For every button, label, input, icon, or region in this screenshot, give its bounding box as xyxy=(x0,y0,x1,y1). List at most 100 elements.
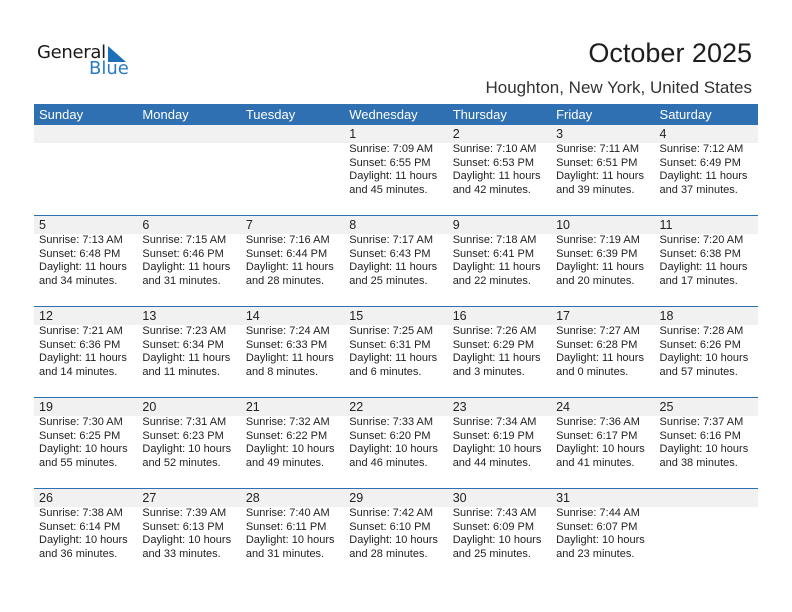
daylight-text: Daylight: 10 hours xyxy=(142,443,232,455)
sunrise-text: Sunrise: 7:42 AM xyxy=(349,507,434,519)
daylight-text: Daylight: 11 hours xyxy=(452,261,541,273)
sunrise-text: Sunrise: 7:24 AM xyxy=(245,325,330,337)
sunset-text: Sunset: 6:34 PM xyxy=(142,338,224,351)
sunset-text: Sunset: 6:10 PM xyxy=(349,520,431,533)
day-cell: 2 Sunrise: 7:10 AM Sunset: 6:53 PM Daylight… xyxy=(448,125,551,197)
day-number: 2 xyxy=(452,127,460,141)
sunrise-text: Sunrise: 7:25 AM xyxy=(349,325,434,337)
daylight-text: Daylight: 10 hours xyxy=(245,534,335,546)
day-cell: 20 Sunrise: 7:31 AM Sunset: 6:23 PM Dayligh… xyxy=(137,398,240,470)
sunrise-text: Sunrise: 7:21 AM xyxy=(39,325,123,337)
daylight-text: Daylight: 10 hours xyxy=(452,443,542,455)
daylight-text: Daylight: 10 hours xyxy=(659,352,749,364)
daylight-text: Daylight: 11 hours xyxy=(349,261,438,273)
daylight-text: Daylight: 10 hours xyxy=(245,443,335,455)
date-band xyxy=(34,489,758,507)
daylight-minutes-text: and 31 minutes. xyxy=(245,547,325,560)
weekday-tuesday: Tuesday xyxy=(245,107,296,122)
logo-text-general: General xyxy=(37,42,106,63)
sunrise-text: Sunrise: 7:34 AM xyxy=(452,416,537,428)
day-number: 20 xyxy=(142,400,157,414)
day-number: 21 xyxy=(245,400,260,414)
day-number: 26 xyxy=(39,491,53,505)
sunrise-text: Sunrise: 7:10 AM xyxy=(452,143,537,155)
sunset-text: Sunset: 6:43 PM xyxy=(349,247,431,260)
day-cell: 3 Sunrise: 7:11 AM Sunset: 6:51 PM Daylight… xyxy=(551,125,654,197)
daylight-text: Daylight: 11 hours xyxy=(142,261,231,273)
daylight-text: Daylight: 10 hours xyxy=(349,443,438,455)
daylight-text: Daylight: 11 hours xyxy=(245,261,334,273)
daylight-text: Daylight: 11 hours xyxy=(142,352,231,364)
daylight-minutes-text: and 49 minutes. xyxy=(245,456,325,469)
daylight-minutes-text: and 17 minutes. xyxy=(659,274,738,287)
day-number: 3 xyxy=(556,127,564,141)
daylight-minutes-text: and 0 minutes. xyxy=(556,365,629,378)
day-cell: 15 Sunrise: 7:25 AM Sunset: 6:31 PM Dayligh… xyxy=(344,307,447,379)
sunrise-text: Sunrise: 7:11 AM xyxy=(556,143,640,155)
sunset-text: Sunset: 6:07 PM xyxy=(556,520,638,533)
daylight-text: Daylight: 11 hours xyxy=(452,352,541,364)
daylight-minutes-text: and 3 minutes. xyxy=(452,365,525,378)
day-cell: 25 Sunrise: 7:37 AM Sunset: 6:16 PM Dayligh… xyxy=(655,398,758,470)
sunrise-text: Sunrise: 7:27 AM xyxy=(556,325,640,337)
daylight-text: Daylight: 10 hours xyxy=(659,443,749,455)
date-band xyxy=(34,398,758,416)
week-row: 12 Sunrise: 7:21 AM Sunset: 6:36 PM Dayligh… xyxy=(34,307,758,398)
day-number: 19 xyxy=(39,400,53,414)
sunset-text: Sunset: 6:48 PM xyxy=(39,247,121,260)
sunset-text: Sunset: 6:36 PM xyxy=(39,338,121,351)
day-number: 25 xyxy=(659,400,674,414)
daylight-text: Daylight: 11 hours xyxy=(556,261,644,273)
day-cell: 22 Sunrise: 7:33 AM Sunset: 6:20 PM Dayligh… xyxy=(344,398,447,470)
day-number: 29 xyxy=(349,491,364,505)
sunrise-text: Sunrise: 7:17 AM xyxy=(349,234,434,246)
daylight-minutes-text: and 38 minutes. xyxy=(659,456,738,469)
logo-triangle-icon xyxy=(108,46,126,62)
week-row: 19 Sunrise: 7:30 AM Sunset: 6:25 PM Dayligh… xyxy=(34,398,758,489)
sunset-text: Sunset: 6:38 PM xyxy=(659,247,741,260)
day-number: 30 xyxy=(452,491,467,505)
daylight-text: Daylight: 10 hours xyxy=(39,443,128,455)
sunset-text: Sunset: 6:20 PM xyxy=(349,429,431,442)
daylight-minutes-text: and 28 minutes. xyxy=(245,274,325,287)
sunrise-text: Sunrise: 7:23 AM xyxy=(142,325,227,337)
daylight-minutes-text: and 25 minutes. xyxy=(452,547,531,560)
daylight-minutes-text: and 11 minutes. xyxy=(142,365,220,378)
daylight-text: Daylight: 10 hours xyxy=(349,534,438,546)
day-cell: 10 Sunrise: 7:19 AM Sunset: 6:39 PM Dayligh… xyxy=(551,216,654,288)
daylight-text: Daylight: 10 hours xyxy=(556,443,645,455)
sunset-text: Sunset: 6:11 PM xyxy=(245,520,327,533)
day-number: 14 xyxy=(245,309,260,323)
daylight-text: Daylight: 11 hours xyxy=(349,170,438,182)
day-number: 18 xyxy=(659,309,674,323)
calendar-body: 1 Sunrise: 7:09 AM Sunset: 6:55 PM Daylight… xyxy=(34,125,758,579)
sunrise-text: Sunrise: 7:32 AM xyxy=(245,416,330,428)
day-cell xyxy=(655,489,758,561)
weekday-thursday: Thursday xyxy=(452,107,507,122)
sunrise-text: Sunrise: 7:44 AM xyxy=(556,507,640,519)
sunrise-text: Sunrise: 7:20 AM xyxy=(659,234,744,246)
day-cell: 6 Sunrise: 7:15 AM Sunset: 6:46 PM Daylight… xyxy=(137,216,240,288)
weekday-header: Sunday Monday Tuesday Wednesday Thursday Frid… xyxy=(34,104,758,125)
daylight-minutes-text: and 57 minutes. xyxy=(659,365,738,378)
day-number: 11 xyxy=(659,218,673,232)
sunrise-text: Sunrise: 7:09 AM xyxy=(349,143,434,155)
daylight-minutes-text: and 31 minutes. xyxy=(142,274,221,287)
week-row: 26 Sunrise: 7:38 AM Sunset: 6:14 PM Dayligh… xyxy=(34,489,758,579)
daylight-text: Daylight: 11 hours xyxy=(659,261,748,273)
day-cell: 24 Sunrise: 7:36 AM Sunset: 6:17 PM Dayligh… xyxy=(551,398,654,470)
sunset-text: Sunset: 6:46 PM xyxy=(142,247,224,260)
sunset-text: Sunset: 6:39 PM xyxy=(556,247,638,260)
day-cell: 17 Sunrise: 7:27 AM Sunset: 6:28 PM Dayligh… xyxy=(551,307,654,379)
sunset-text: Sunset: 6:31 PM xyxy=(349,338,431,351)
sunrise-text: Sunrise: 7:31 AM xyxy=(142,416,227,428)
sunset-text: Sunset: 6:09 PM xyxy=(452,520,535,533)
weekday-saturday: Saturday xyxy=(659,107,712,122)
day-number: 8 xyxy=(349,218,357,232)
daylight-minutes-text: and 39 minutes. xyxy=(556,183,635,196)
date-band xyxy=(34,307,758,325)
date-band xyxy=(34,216,758,234)
day-cell xyxy=(34,125,137,197)
day-cell: 11 Sunrise: 7:20 AM Sunset: 6:38 PM Dayligh… xyxy=(655,216,758,288)
day-cell: 29 Sunrise: 7:42 AM Sunset: 6:10 PM Dayligh… xyxy=(344,489,447,561)
